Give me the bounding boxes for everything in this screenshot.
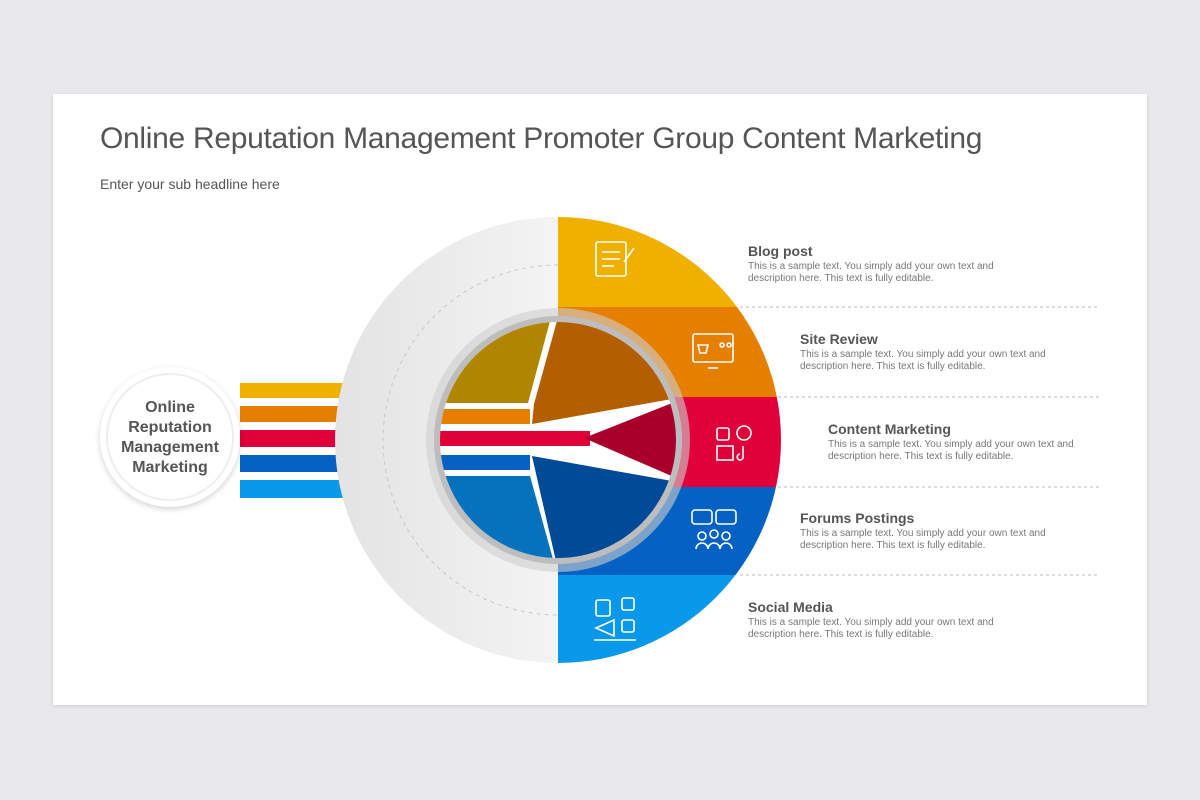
item-description: This is a sample text. You simply add yo… [800, 528, 1046, 551]
title: Online Reputation Management Promoter Gr… [100, 122, 983, 155]
item-description: This is a sample text. You simply add yo… [800, 349, 1046, 372]
item-title: Site Review [800, 331, 878, 347]
item-title: Blog post [748, 243, 813, 259]
item-title: Content Marketing [828, 421, 951, 437]
item: Forums Postings This is a sample text. Y… [800, 510, 1070, 552]
item-description: This is a sample text. You simply add yo… [748, 261, 994, 284]
item: Content Marketing This is a sample text.… [828, 421, 1098, 463]
center-label: Online Reputation Management Marketing [121, 399, 219, 476]
item-title: Forums Postings [800, 510, 915, 526]
icons [594, 241, 752, 641]
item: Site Review This is a sample text. You s… [800, 331, 1070, 373]
item-description: This is a sample text. You simply add yo… [828, 439, 1074, 462]
dashed-arc [382, 264, 559, 616]
connector-stripes [240, 383, 350, 498]
item: Social Media This is a sample text. You … [748, 599, 1018, 641]
subtitle: Enter your sub headline here [100, 176, 280, 192]
item-title: Social Media [748, 599, 833, 615]
item: Blog post This is a sample text. You sim… [748, 243, 1018, 285]
item-description: This is a sample text. You simply add yo… [748, 617, 994, 640]
separators [740, 306, 1100, 576]
center-circle-inner [106, 373, 234, 501]
